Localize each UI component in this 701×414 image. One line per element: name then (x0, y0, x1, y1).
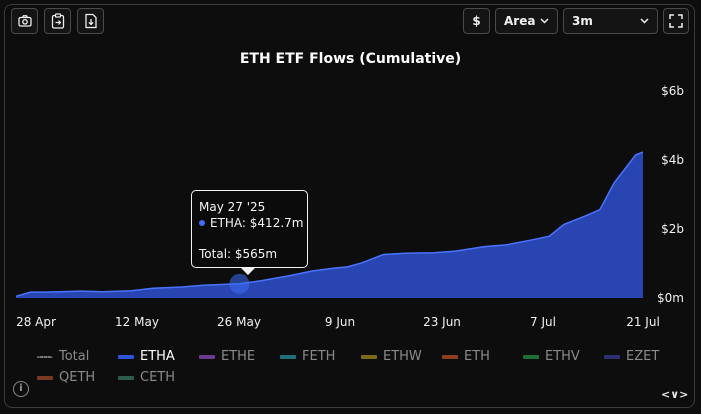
tooltip-series-row: ETHA: $412.7m (199, 216, 303, 230)
legend-swatch (280, 354, 296, 359)
clipboard-icon (51, 13, 64, 29)
y-tick-label: $6b (661, 84, 684, 98)
camera-icon (17, 15, 32, 27)
chart-tooltip: May 27 '25 ETHA: $412.7m Total: $565m (191, 190, 308, 268)
legend-item-total[interactable]: Total (37, 349, 89, 364)
copy-button[interactable] (44, 8, 71, 34)
legend-item-ceth[interactable]: CETH (118, 370, 175, 385)
legend-label: QETH (59, 370, 96, 385)
chevron-down-icon (540, 18, 549, 24)
currency-label: $ (472, 14, 481, 28)
legend-item-ethe[interactable]: ETHE (199, 349, 255, 364)
x-tick-label: 7 Jul (530, 315, 556, 329)
legend-swatch (442, 354, 458, 359)
x-tick-label: 26 May (217, 315, 261, 329)
file-download-icon (84, 13, 97, 29)
legend-swatch (199, 354, 215, 359)
legend-label: ETHW (383, 349, 422, 364)
x-tick-label: 23 Jun (423, 315, 461, 329)
legend-item-feth[interactable]: FETH (280, 349, 335, 364)
fullscreen-button[interactable] (663, 8, 689, 34)
legend-swatch (523, 354, 539, 359)
legend-item-ezet[interactable]: EZET (604, 349, 659, 364)
y-tick-label: $0m (657, 291, 684, 305)
legend-swatch (361, 354, 377, 359)
y-tick-label: $2b (661, 222, 684, 236)
chevron-down-icon (640, 18, 649, 24)
series-dot-icon (199, 220, 205, 226)
series-line-etha (15, 151, 644, 298)
range-value: 3m (572, 14, 593, 28)
chart-panel (4, 4, 695, 408)
chart-type-select[interactable]: Area (495, 8, 558, 34)
legend-label: ETHA (140, 349, 175, 364)
pagination-arrows[interactable]: <∨> (661, 388, 689, 401)
legend-item-qeth[interactable]: QETH (37, 370, 95, 385)
legend-item-eth[interactable]: ETH (442, 349, 490, 364)
x-tick-label: 12 May (115, 315, 159, 329)
legend-swatch (37, 355, 53, 358)
expand-icon (669, 14, 683, 28)
legend-item-ethw[interactable]: ETHW (361, 349, 422, 364)
legend-label: ETHV (545, 349, 580, 364)
chart-type-value: Area (504, 14, 536, 28)
legend-swatch (118, 375, 134, 380)
info-icon[interactable]: i (13, 381, 29, 397)
chart-title: ETH ETF Flows (Cumulative) (239, 51, 462, 67)
legend-swatch (118, 354, 134, 359)
legend-label: Total (59, 349, 90, 364)
range-select[interactable]: 3m (563, 8, 658, 34)
legend-label: EZET (626, 349, 660, 364)
x-tick-label: 28 Apr (16, 315, 56, 329)
legend-swatch (37, 375, 53, 380)
x-tick-label: 9 Jun (325, 315, 355, 329)
tooltip-total: Total: $565m (199, 247, 278, 261)
currency-toggle[interactable]: $ (463, 8, 490, 34)
x-tick-label: 21 Jul (626, 315, 660, 329)
legend-swatch (604, 354, 620, 359)
legend-label: ETH (464, 349, 490, 364)
legend-item-etha[interactable]: ETHA (118, 349, 175, 364)
hover-marker (229, 273, 250, 294)
legend-item-ethv[interactable]: ETHV (523, 349, 580, 364)
screenshot-button[interactable] (11, 8, 38, 34)
series-area-etha (16, 152, 643, 298)
y-tick-label: $4b (661, 153, 684, 167)
tooltip-date: May 27 '25 (199, 200, 266, 214)
legend-label: FETH (302, 349, 336, 364)
download-button[interactable] (77, 8, 104, 34)
legend-label: ETHE (221, 349, 256, 364)
tooltip-pointer (240, 267, 256, 275)
tooltip-series-value: ETHA: $412.7m (210, 216, 304, 230)
legend-label: CETH (140, 370, 176, 385)
